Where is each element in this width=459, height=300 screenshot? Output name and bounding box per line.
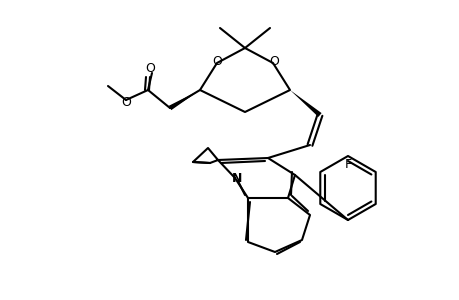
Text: O: O: [121, 95, 131, 109]
Polygon shape: [168, 90, 200, 110]
Polygon shape: [289, 90, 321, 117]
Text: O: O: [269, 55, 278, 68]
Text: F: F: [344, 158, 351, 170]
Text: O: O: [145, 61, 155, 74]
Text: N: N: [231, 172, 241, 185]
Text: O: O: [212, 55, 221, 68]
